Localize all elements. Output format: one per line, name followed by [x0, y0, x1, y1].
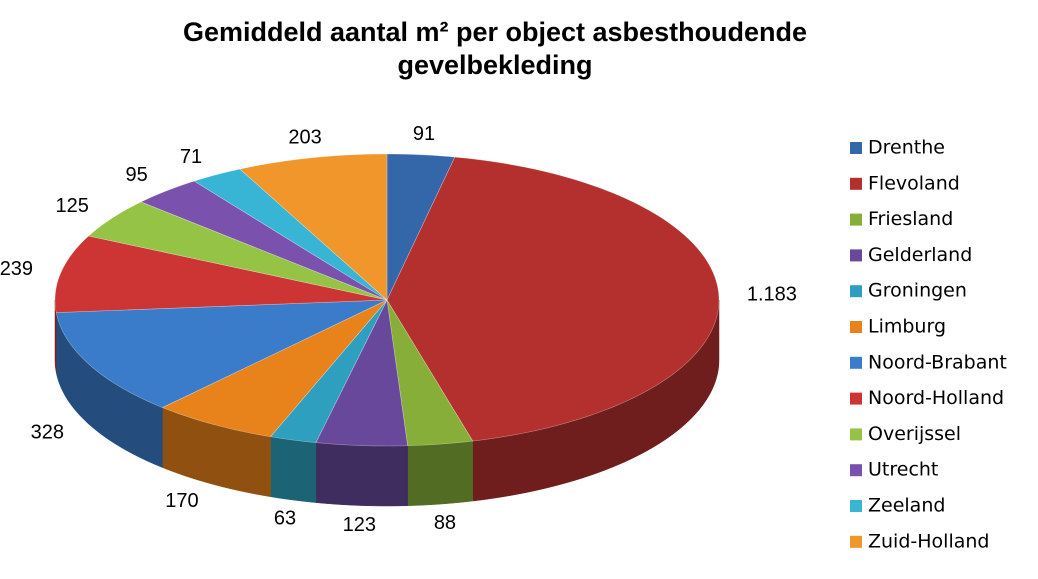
slice [161, 299, 388, 438]
legend-swatch [850, 392, 862, 405]
slice-side [407, 440, 473, 506]
legend-label: Noord-Holland [868, 387, 1004, 409]
slice [386, 156, 720, 442]
data-label: 125 [56, 195, 89, 217]
data-label: 71 [180, 146, 202, 168]
data-label: 1.183 [747, 284, 797, 306]
data-label: 91 [413, 123, 435, 145]
data-label: 203 [288, 127, 321, 149]
slice-side [270, 436, 317, 503]
legend-swatch [850, 213, 862, 226]
data-label: 123 [343, 514, 376, 536]
data-label: 88 [434, 512, 456, 534]
slice-side [315, 442, 408, 507]
data-label: 170 [165, 490, 198, 512]
legend-label: Zuid-Holland [868, 530, 989, 552]
slice [386, 299, 474, 447]
legend-label: Noord-Brabant [868, 351, 1007, 373]
slice [140, 180, 388, 301]
slice [87, 201, 388, 301]
legend-swatch [850, 285, 862, 298]
legend-swatch [850, 464, 862, 477]
slice [315, 299, 408, 447]
legend-swatch [850, 356, 862, 369]
data-label: 63 [274, 507, 296, 529]
legend-swatch [850, 177, 862, 190]
slice [55, 299, 388, 408]
legend-label: Groningen [868, 280, 967, 302]
data-label: 95 [126, 164, 148, 186]
slice [239, 153, 388, 301]
slice [193, 168, 388, 301]
legend-label: Limburg [868, 316, 946, 338]
legend-swatch [850, 142, 862, 154]
slice [54, 235, 388, 313]
chart-title: Gemiddeld aantal m² per object asbesthou… [182, 17, 808, 80]
legend-swatch [850, 249, 862, 262]
slice [269, 299, 388, 443]
slice-side [54, 299, 57, 373]
legend-swatch [850, 535, 862, 548]
legend-swatch [850, 428, 862, 441]
legend-label: Drenthe [868, 137, 945, 159]
legend-label: Gelderland [868, 244, 972, 266]
legend-label: Zeeland [868, 495, 945, 517]
legend-label: Overijssel [868, 423, 961, 445]
legend-label: Friesland [868, 208, 953, 230]
data-label: 328 [31, 422, 64, 444]
legend-swatch [850, 321, 862, 333]
legend-swatch [850, 500, 862, 512]
legend-label: Utrecht [868, 459, 938, 481]
slice [386, 153, 456, 301]
legend-label: Flevoland [868, 172, 960, 194]
data-label: 239 [0, 258, 33, 280]
